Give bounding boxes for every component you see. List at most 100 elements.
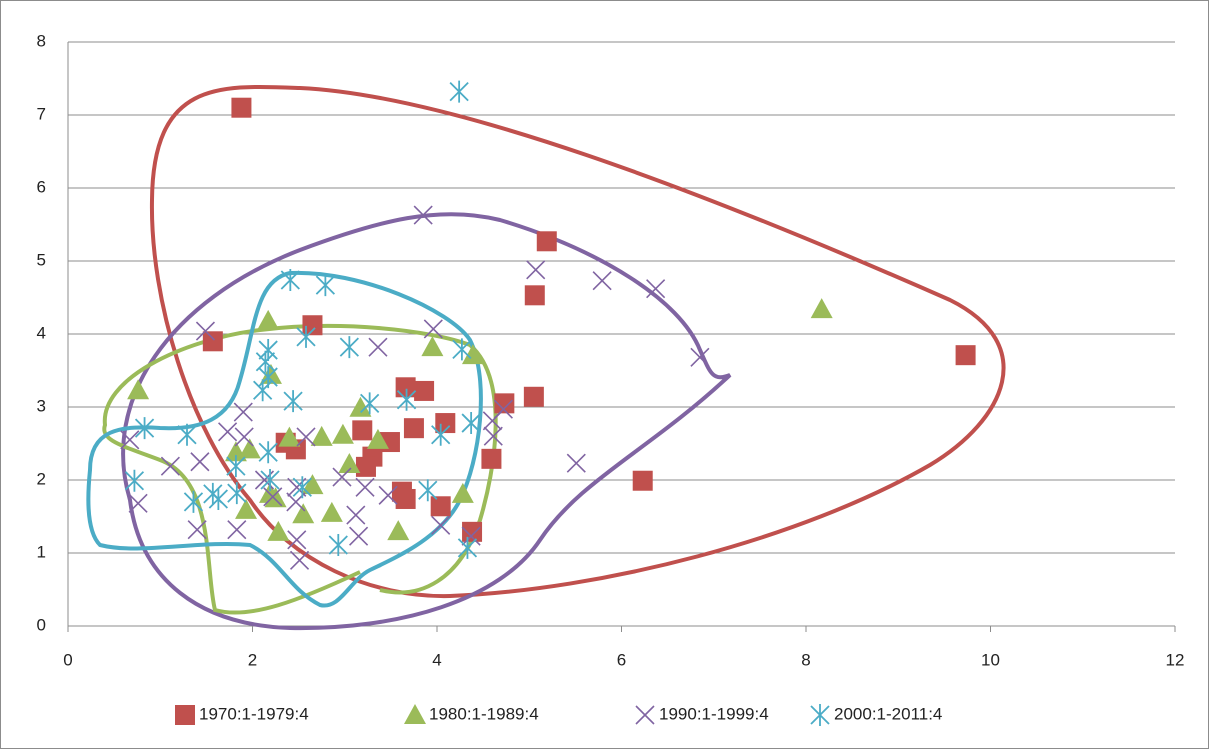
marker xyxy=(260,469,280,491)
asterisk xyxy=(183,490,204,513)
marker xyxy=(218,422,238,442)
asterisk xyxy=(449,80,469,103)
marker xyxy=(175,705,195,725)
marker xyxy=(127,379,150,400)
marker xyxy=(328,533,348,556)
square xyxy=(403,418,424,439)
marker xyxy=(355,477,375,497)
marker xyxy=(366,428,389,449)
triangle xyxy=(267,520,290,541)
cross xyxy=(378,485,398,505)
square xyxy=(395,377,416,398)
x-tick-label: 0 xyxy=(63,650,72,669)
cross xyxy=(218,422,238,442)
asterisk xyxy=(810,704,830,726)
asterisk xyxy=(296,325,316,348)
marker xyxy=(231,97,252,118)
marker xyxy=(195,321,216,341)
marker xyxy=(431,515,451,535)
triangle xyxy=(320,501,343,522)
marker xyxy=(124,469,145,492)
marker xyxy=(418,479,438,502)
triangle xyxy=(349,396,372,417)
marker xyxy=(183,490,204,513)
cross xyxy=(346,505,366,525)
asterisk xyxy=(258,339,278,362)
marker xyxy=(258,441,278,464)
curve-red xyxy=(149,84,1006,599)
marker xyxy=(338,452,361,473)
marker xyxy=(280,268,300,291)
asterisk xyxy=(292,476,312,499)
y-tick-label: 0 xyxy=(37,615,46,634)
cross xyxy=(195,321,216,341)
marker xyxy=(278,426,301,447)
square xyxy=(202,331,223,352)
marker xyxy=(227,482,247,505)
marker xyxy=(346,505,366,525)
marker xyxy=(403,418,424,439)
square xyxy=(632,470,653,491)
asterisk xyxy=(457,536,478,559)
marker xyxy=(414,380,435,401)
marker xyxy=(355,456,376,477)
triangle xyxy=(366,428,389,449)
marker xyxy=(632,470,653,491)
asterisk xyxy=(255,350,276,373)
marker xyxy=(134,417,155,440)
marker xyxy=(233,402,253,422)
cross xyxy=(423,319,443,339)
cross xyxy=(349,526,369,546)
marker xyxy=(349,396,372,417)
marker xyxy=(451,482,474,503)
marker xyxy=(635,705,655,725)
square xyxy=(523,386,544,407)
marker xyxy=(253,379,273,402)
asterisk xyxy=(461,412,481,435)
marker xyxy=(461,526,481,546)
marker xyxy=(292,476,312,499)
marker xyxy=(524,285,545,306)
marker xyxy=(413,205,433,225)
asterisk xyxy=(260,469,280,491)
triangle xyxy=(404,704,426,724)
marker xyxy=(423,319,443,339)
marker xyxy=(810,704,830,726)
square xyxy=(352,420,373,441)
cross xyxy=(287,530,307,550)
markers xyxy=(120,80,976,570)
x-tick-label: 2 xyxy=(248,650,257,669)
curve-purple xyxy=(121,212,732,631)
marker xyxy=(332,467,352,487)
legend-label: 1990:1-1999:4 xyxy=(659,704,769,723)
asterisk xyxy=(431,423,451,446)
marker xyxy=(264,487,287,508)
marker xyxy=(255,350,276,373)
marker xyxy=(526,260,546,280)
cross xyxy=(483,426,503,446)
curve-cyan xyxy=(86,270,483,608)
marker xyxy=(267,520,290,541)
marker xyxy=(187,520,207,540)
marker xyxy=(120,430,140,450)
asterisk xyxy=(452,338,472,361)
marker xyxy=(296,325,316,348)
cross xyxy=(263,487,283,507)
square xyxy=(536,231,557,252)
marker xyxy=(396,388,417,411)
marker xyxy=(395,377,416,398)
legend-label: 1980:1-1989:4 xyxy=(429,704,539,723)
marker xyxy=(483,426,503,446)
marker xyxy=(461,412,481,435)
triangle xyxy=(387,520,410,541)
square xyxy=(175,705,195,725)
asterisk xyxy=(339,336,359,359)
asterisk xyxy=(227,482,247,505)
marker xyxy=(387,520,410,541)
triangle xyxy=(127,379,150,400)
asterisk xyxy=(134,417,155,440)
asterisk xyxy=(315,274,336,297)
triangle xyxy=(264,487,287,508)
